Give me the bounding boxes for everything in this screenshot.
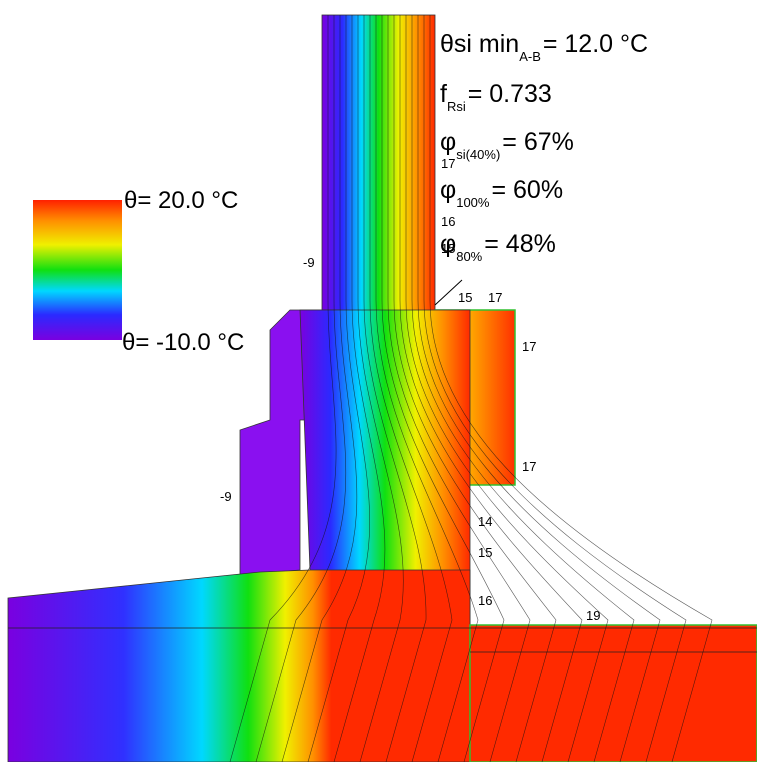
result-subscript: si(40%) xyxy=(456,147,500,162)
result-subscript: Rsi xyxy=(447,99,466,114)
slab xyxy=(8,570,470,762)
result-subscript: 80% xyxy=(456,249,482,264)
isotherm-label: -9 xyxy=(303,255,315,270)
isotherm-label: 17 xyxy=(441,156,455,171)
legend-bar xyxy=(33,200,122,340)
result-value: = 67% xyxy=(502,128,574,156)
result-value: = 0.733 xyxy=(468,80,552,108)
construction xyxy=(8,15,757,762)
isotherm-label: 17 xyxy=(488,290,502,305)
isotherm-label: 19 xyxy=(586,608,600,623)
result: φsi(40%)= 67% xyxy=(440,128,574,162)
result: φ80%= 48% xyxy=(440,230,556,264)
legend-max: θ= 20.0 °C xyxy=(124,187,238,214)
result: θsi minA-B= 12.0 °C xyxy=(440,30,648,64)
result-symbol: φ xyxy=(440,176,456,204)
isotherm-label: 15 xyxy=(458,290,472,305)
isotherm-label: 15 xyxy=(441,241,455,256)
isotherm-label: 14 xyxy=(478,514,492,529)
result-subscript: 100% xyxy=(456,195,490,210)
legend-min: θ= -10.0 °C xyxy=(122,329,244,356)
thermal-diagram: θ= 20.0 °C θ= -10.0 °C θsi minA-B= 12.0 … xyxy=(0,0,757,762)
result-symbol: θsi min xyxy=(440,30,519,58)
result: φ100%= 60% xyxy=(440,176,563,210)
result-value: = 12.0 °C xyxy=(543,30,648,58)
isotherm-label: 17 xyxy=(522,459,536,474)
isotherm-label: 17 xyxy=(522,339,536,354)
isotherm-label: -9 xyxy=(220,489,232,504)
result-subscript: A-B xyxy=(519,49,541,64)
isotherm-label: 16 xyxy=(478,593,492,608)
isotherm-label: 16 xyxy=(441,214,455,229)
result-value: = 48% xyxy=(484,230,556,258)
result-symbol: f xyxy=(440,80,447,108)
result: fRsi= 0.733 xyxy=(440,80,552,114)
page: {"legend": {"max_label": "θ= 20.0 °C", "… xyxy=(0,0,757,762)
isotherm-label: 15 xyxy=(478,545,492,560)
result-symbol: φ xyxy=(440,128,456,156)
result-value: = 60% xyxy=(491,176,563,204)
